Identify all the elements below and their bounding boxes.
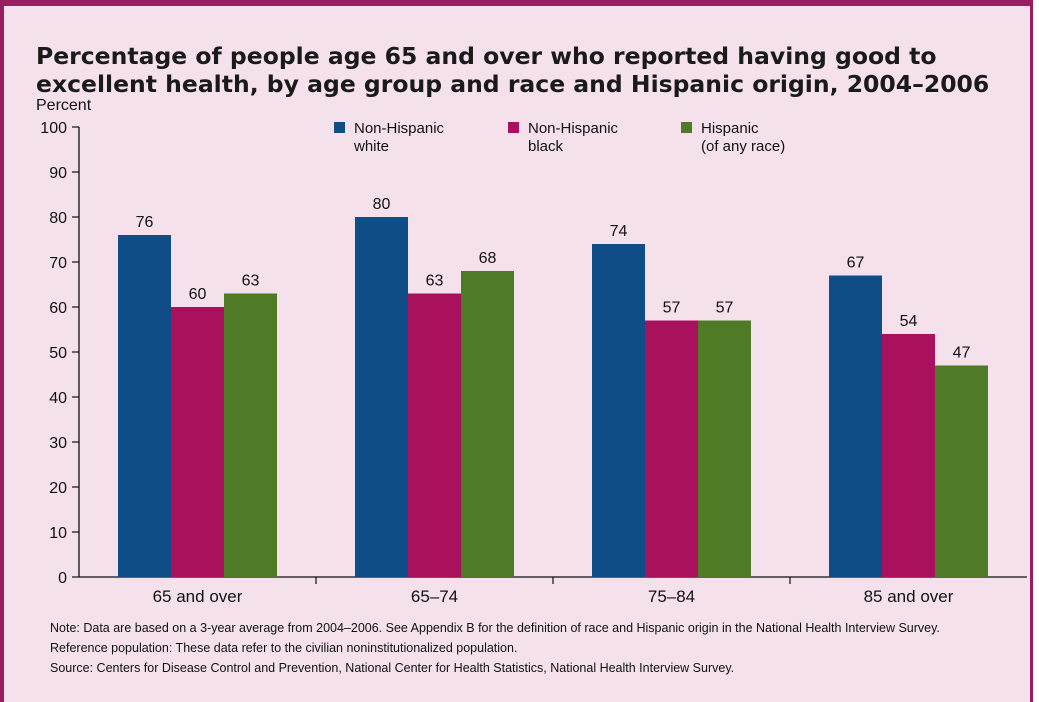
y-tick-label: 80	[49, 210, 67, 227]
bar-value-label: 47	[953, 345, 971, 362]
y-tick-label: 30	[49, 435, 67, 452]
bar-value-label: 63	[242, 273, 260, 290]
bar-value-label: 74	[610, 223, 628, 240]
bar	[592, 244, 645, 577]
x-category-label: 65–74	[411, 587, 458, 606]
y-tick-label: 100	[40, 120, 67, 137]
y-tick-label: 50	[49, 345, 67, 362]
y-axis-label: Percent	[36, 97, 92, 114]
y-tick-label: 0	[58, 570, 67, 587]
y-tick-label: 40	[49, 390, 67, 407]
legend-label: black	[528, 138, 564, 155]
bar-value-label: 80	[373, 196, 391, 213]
bar	[461, 271, 514, 577]
bar-value-label: 60	[189, 286, 207, 303]
bar	[935, 365, 988, 577]
legend-label: white	[353, 138, 389, 155]
bar	[408, 293, 461, 577]
reference-population-text: Reference population: These data refer t…	[50, 641, 518, 655]
legend-swatch	[681, 122, 692, 133]
bar	[698, 320, 751, 577]
bar-chart: Percent 0 10 20 30 40 50 60 70 80 90 100 76 60 63 65 an…	[36, 97, 1027, 606]
bar-value-label: 68	[479, 250, 497, 267]
chart-notes: Note: Data are based on a 3-year average…	[50, 621, 1030, 681]
legend-label: Non-Hispanic	[528, 120, 619, 137]
bar-value-label: 76	[136, 214, 154, 231]
x-category-label: 75–84	[648, 587, 695, 606]
bar	[882, 334, 935, 577]
bar	[118, 235, 171, 577]
note-text: Note: Data are based on a 3-year average…	[50, 621, 940, 635]
y-tick-label: 10	[49, 525, 67, 542]
legend-label: Non-Hispanic	[354, 120, 445, 137]
y-tick-label: 60	[49, 300, 67, 317]
bar	[645, 320, 698, 577]
y-tick-label: 20	[49, 480, 67, 497]
y-tick-label: 90	[49, 165, 67, 182]
legend-swatch	[508, 122, 519, 133]
bar-value-label: 57	[663, 300, 681, 317]
bar	[355, 217, 408, 577]
bar	[224, 293, 277, 577]
bar-value-label: 57	[716, 300, 734, 317]
source-text: Source: Centers for Disease Control and …	[50, 661, 735, 675]
legend-label: (of any race)	[701, 138, 785, 155]
bar	[829, 275, 882, 577]
x-category-label: 85 and over	[864, 587, 954, 606]
bar-value-label: 63	[426, 273, 444, 290]
legend-swatch	[334, 122, 345, 133]
legend-label: Hispanic	[701, 120, 759, 137]
bar	[171, 307, 224, 577]
x-category-label: 65 and over	[153, 587, 243, 606]
chart-title: Percentage of people age 65 and over who…	[36, 42, 990, 98]
y-tick-label: 70	[49, 255, 67, 272]
bar-value-label: 54	[900, 313, 918, 330]
bar-value-label: 67	[847, 255, 865, 272]
